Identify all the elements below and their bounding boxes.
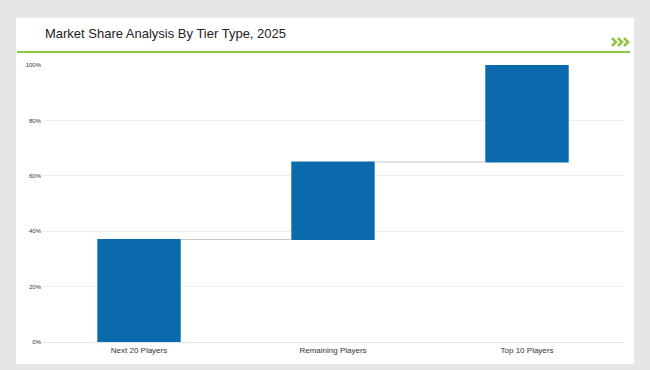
svg-text:0%: 0% bbox=[32, 339, 41, 345]
svg-text:80%: 80% bbox=[29, 118, 42, 124]
svg-text:Remaining Players: Remaining Players bbox=[299, 346, 366, 355]
svg-text:100%: 100% bbox=[26, 62, 42, 68]
svg-text:Next 20 Players: Next 20 Players bbox=[111, 346, 167, 355]
svg-text:Top 10 Players: Top 10 Players bbox=[501, 346, 554, 355]
svg-text:20%: 20% bbox=[29, 284, 42, 290]
svg-text:Market Share Analysis By Tier: Market Share Analysis By Tier Type, 2025 bbox=[45, 26, 286, 41]
svg-text:60%: 60% bbox=[29, 173, 42, 179]
svg-text:40%: 40% bbox=[29, 228, 42, 234]
